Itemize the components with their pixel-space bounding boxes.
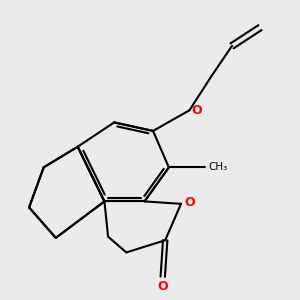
Text: O: O (158, 280, 168, 293)
Text: O: O (192, 104, 202, 117)
Text: O: O (184, 196, 194, 208)
Text: CH₃: CH₃ (208, 162, 227, 172)
